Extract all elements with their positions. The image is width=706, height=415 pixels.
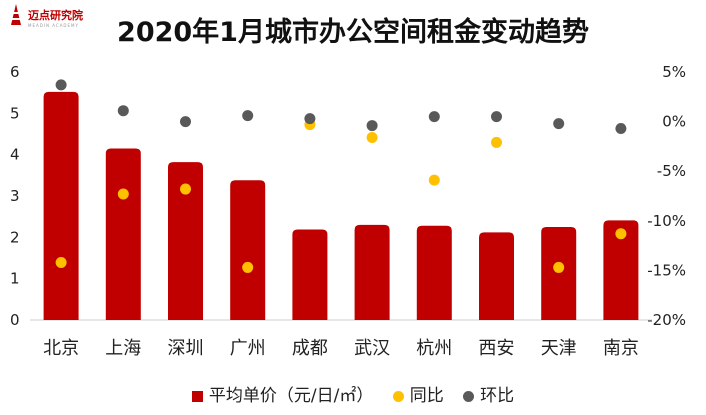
category-label: 成都 [292,338,328,359]
bar [416,225,452,320]
bar [105,148,141,320]
legend-label-price: 平均单价（元/日/㎡） [208,386,374,406]
left-tick-label: 4 [10,146,20,164]
yoy-point [242,261,254,273]
left-tick-label: 5 [10,104,20,122]
right-tick-label: 5% [662,63,686,81]
mom-point [491,111,502,123]
mom-series [55,79,627,135]
yoy-series [55,119,627,273]
chart-title: 2020年1月城市办公空间租金变动趋势 [117,17,589,48]
left-tick-label: 2 [10,228,20,246]
yoy-point [366,131,378,143]
category-labels: 北京 上海 深圳 广州 成都 武汉 杭州 西安 天津 南京 [43,338,639,359]
category-label: 上海 [105,338,141,359]
category-label: 北京 [43,338,79,359]
bar [541,227,577,320]
legend-swatch-bar [191,390,203,402]
right-tick-label: -5% [657,162,686,180]
mom-point [428,111,440,123]
left-tick-label: 1 [10,270,20,288]
yoy-point [55,256,67,268]
category-label: 武汉 [354,338,390,359]
legend-item-mom: 环比 [463,381,514,406]
bar [292,229,328,320]
bar [168,162,203,320]
left-axis: 0 1 2 3 4 5 6 [10,63,20,329]
mom-point [615,123,627,135]
yoy-point [491,136,502,148]
category-label: 深圳 [168,338,204,359]
legend-label-mom: 环比 [480,386,515,406]
bar [230,180,266,320]
left-tick-label: 6 [10,63,20,81]
left-tick-label: 0 [10,311,20,329]
yoy-point [117,188,129,200]
yoy-point [428,174,440,186]
right-axis: -20% -15% -10% -5% 0% 5% [647,63,686,329]
mom-point [304,113,316,125]
mom-point [180,116,191,128]
right-tick-label: -10% [647,212,686,230]
bar-series [43,91,639,320]
category-label: 天津 [541,338,577,359]
legend-swatch-mom [463,390,475,402]
mom-point [366,120,378,132]
mom-point [55,79,67,91]
brand-logo: 迈点研究院 MEADIN ACADEMY [8,4,103,34]
legend-label-yoy: 同比 [409,386,444,406]
logo-icon [11,4,21,25]
right-tick-label: -15% [647,261,686,279]
mom-point [242,110,254,122]
bar [603,220,639,320]
bar [479,232,514,320]
yoy-point [615,228,627,240]
right-tick-label: 0% [662,113,686,131]
right-tick-label: -20% [647,311,686,329]
legend-swatch-yoy [392,390,404,402]
legend: 平均单价（元/日/㎡） 同比 环比 [0,381,706,406]
yoy-point [553,261,565,273]
category-label: 西安 [479,338,515,359]
logo-text: 迈点研究院 [28,9,83,22]
mom-point [117,105,129,117]
legend-item-price: 平均单价（元/日/㎡） [191,381,374,406]
mom-point [553,118,565,130]
category-label: 广州 [230,338,266,359]
logo-subtitle: MEADIN ACADEMY [28,23,79,28]
legend-item-yoy: 同比 [392,381,444,406]
bar [43,91,79,320]
left-tick-label: 3 [10,187,20,205]
yoy-point [180,183,191,195]
category-label: 南京 [603,338,639,359]
bar [354,224,390,320]
category-label: 杭州 [416,338,452,359]
